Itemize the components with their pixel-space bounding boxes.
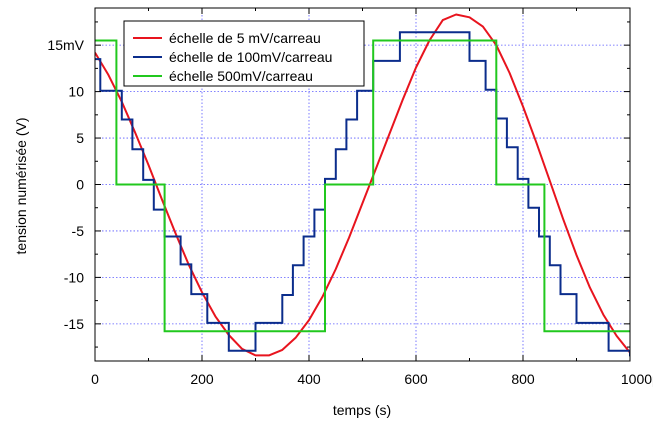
y-tick-label: -10 [64,269,84,285]
y-tick-label: -5 [72,223,85,239]
tick-labels: 0 200 400 600 800 1000µs 15mV 10 5 0 -5 -10 -15 [47,37,653,387]
x-tick-label: 400 [297,371,321,387]
y-tick-label: 10 [68,84,84,100]
legend-box [123,20,365,87]
x-tick-label: 600 [404,371,428,387]
legend-entry-1: échelle de 5 mV/carreau [169,30,321,46]
x-tick-label: 0 [91,371,99,387]
y-tick-label: 5 [76,130,84,146]
y-tick-label: 0 [76,177,84,193]
y-axis-label: tension numérisée (V) [13,118,29,255]
y-tick-label: 15mV [47,37,84,53]
y-tick-label: -15 [64,316,84,332]
plot-frame [94,7,631,362]
x-tick-label: 200 [190,371,214,387]
series-line-1 [95,13,630,357]
x-tick-label: 1000µs [621,371,653,387]
legend: échelle de 5 mV/carreau échelle de 100mV/… [123,20,365,87]
legend-entry-3: échelle 500mV/carreau [169,68,313,84]
series-line-3 [95,39,630,333]
legend-entry-2: échelle de 100mV/carreau [169,49,332,65]
x-axis-label: temps (s) [333,402,391,418]
series-layer [95,13,630,357]
x-tick-label: 800 [511,371,535,387]
